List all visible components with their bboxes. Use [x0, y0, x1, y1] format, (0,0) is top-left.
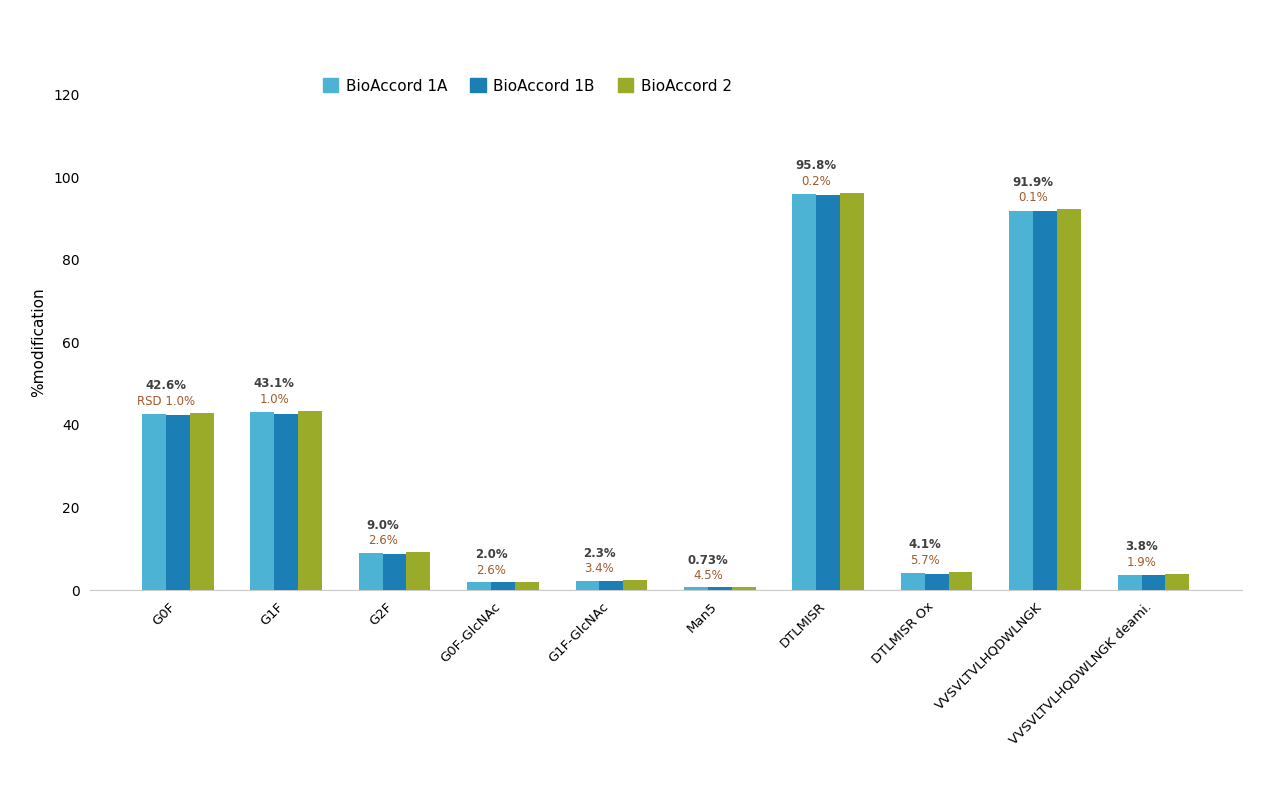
Text: 42.6%: 42.6%	[146, 379, 187, 392]
Bar	[1142, 575, 1165, 590]
Text: 0.1%: 0.1%	[1019, 191, 1048, 205]
Text: 2.3%: 2.3%	[584, 547, 616, 560]
Text: 1.9%: 1.9%	[1126, 556, 1156, 569]
Text: 4.5%: 4.5%	[692, 569, 723, 582]
Legend: BioAccord 1A, BioAccord 1B, BioAccord 2: BioAccord 1A, BioAccord 1B, BioAccord 2	[317, 72, 737, 100]
Text: 2.0%: 2.0%	[475, 548, 507, 561]
Bar	[515, 582, 539, 590]
Bar	[251, 412, 274, 590]
Bar	[1033, 211, 1057, 590]
Bar	[840, 193, 864, 590]
Bar	[467, 582, 492, 590]
Bar	[1165, 575, 1189, 590]
Bar	[576, 581, 599, 590]
Bar	[189, 412, 214, 590]
Text: 0.2%: 0.2%	[801, 175, 831, 188]
Text: 2.6%: 2.6%	[476, 563, 506, 577]
Bar	[274, 414, 298, 590]
Bar	[817, 195, 840, 590]
Bar	[684, 587, 708, 590]
Bar	[166, 416, 189, 590]
Bar	[708, 587, 732, 590]
Text: 3.8%: 3.8%	[1125, 541, 1158, 553]
Bar	[1057, 209, 1080, 590]
Text: 9.0%: 9.0%	[366, 519, 399, 531]
Bar	[383, 554, 407, 590]
Bar	[142, 414, 166, 590]
Bar	[792, 194, 817, 590]
Bar	[298, 411, 323, 590]
Bar	[623, 580, 648, 590]
Bar	[901, 573, 924, 590]
Text: 95.8%: 95.8%	[796, 159, 837, 172]
Bar	[1009, 211, 1033, 590]
Bar	[1117, 575, 1142, 590]
Text: 3.4%: 3.4%	[585, 563, 614, 575]
Text: RSD 1.0%: RSD 1.0%	[137, 394, 195, 408]
Bar	[924, 575, 948, 590]
Text: 1.0%: 1.0%	[260, 393, 289, 405]
Bar	[358, 553, 383, 590]
Bar	[732, 587, 755, 590]
Bar	[599, 581, 623, 590]
Text: 43.1%: 43.1%	[253, 377, 294, 390]
Bar	[407, 552, 430, 590]
Text: 0.73%: 0.73%	[687, 553, 728, 567]
Text: 91.9%: 91.9%	[1012, 176, 1053, 189]
Y-axis label: %modification: %modification	[32, 287, 46, 397]
Bar	[948, 572, 973, 590]
Text: 2.6%: 2.6%	[367, 534, 398, 547]
Text: 5.7%: 5.7%	[910, 554, 940, 567]
Text: 4.1%: 4.1%	[909, 538, 941, 552]
Bar	[492, 582, 515, 590]
